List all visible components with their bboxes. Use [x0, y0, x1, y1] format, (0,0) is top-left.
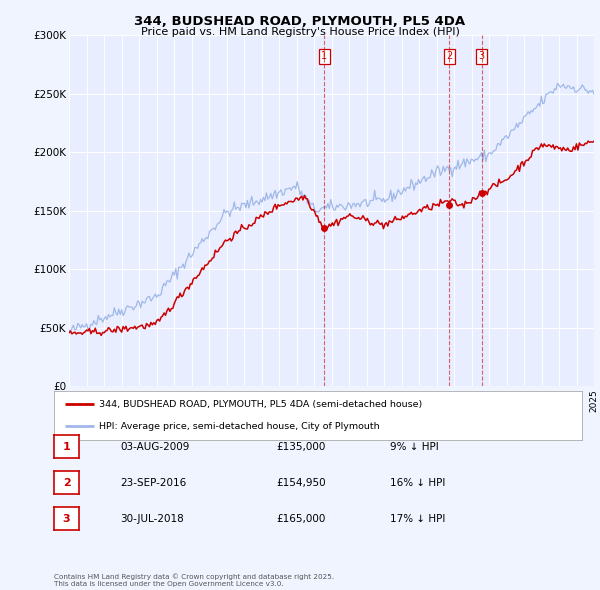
Text: HPI: Average price, semi-detached house, City of Plymouth: HPI: Average price, semi-detached house,… — [99, 422, 380, 431]
Text: Contains HM Land Registry data © Crown copyright and database right 2025.
This d: Contains HM Land Registry data © Crown c… — [54, 573, 334, 587]
Text: 3: 3 — [63, 514, 70, 523]
Text: 344, BUDSHEAD ROAD, PLYMOUTH, PL5 4DA: 344, BUDSHEAD ROAD, PLYMOUTH, PL5 4DA — [134, 15, 466, 28]
Text: 2: 2 — [63, 478, 70, 487]
Text: 16% ↓ HPI: 16% ↓ HPI — [390, 478, 445, 487]
Text: £154,950: £154,950 — [276, 478, 326, 487]
Text: 03-AUG-2009: 03-AUG-2009 — [120, 442, 190, 451]
Text: 3: 3 — [479, 51, 485, 61]
Text: £135,000: £135,000 — [276, 442, 325, 451]
Text: 1: 1 — [63, 442, 70, 451]
Text: 23-SEP-2016: 23-SEP-2016 — [120, 478, 186, 487]
Text: £165,000: £165,000 — [276, 514, 325, 523]
Text: 9% ↓ HPI: 9% ↓ HPI — [390, 442, 439, 451]
Text: 17% ↓ HPI: 17% ↓ HPI — [390, 514, 445, 523]
Text: Price paid vs. HM Land Registry's House Price Index (HPI): Price paid vs. HM Land Registry's House … — [140, 27, 460, 37]
Text: 30-JUL-2018: 30-JUL-2018 — [120, 514, 184, 523]
Text: 2: 2 — [446, 51, 452, 61]
Text: 344, BUDSHEAD ROAD, PLYMOUTH, PL5 4DA (semi-detached house): 344, BUDSHEAD ROAD, PLYMOUTH, PL5 4DA (s… — [99, 400, 422, 409]
Text: 1: 1 — [321, 51, 327, 61]
